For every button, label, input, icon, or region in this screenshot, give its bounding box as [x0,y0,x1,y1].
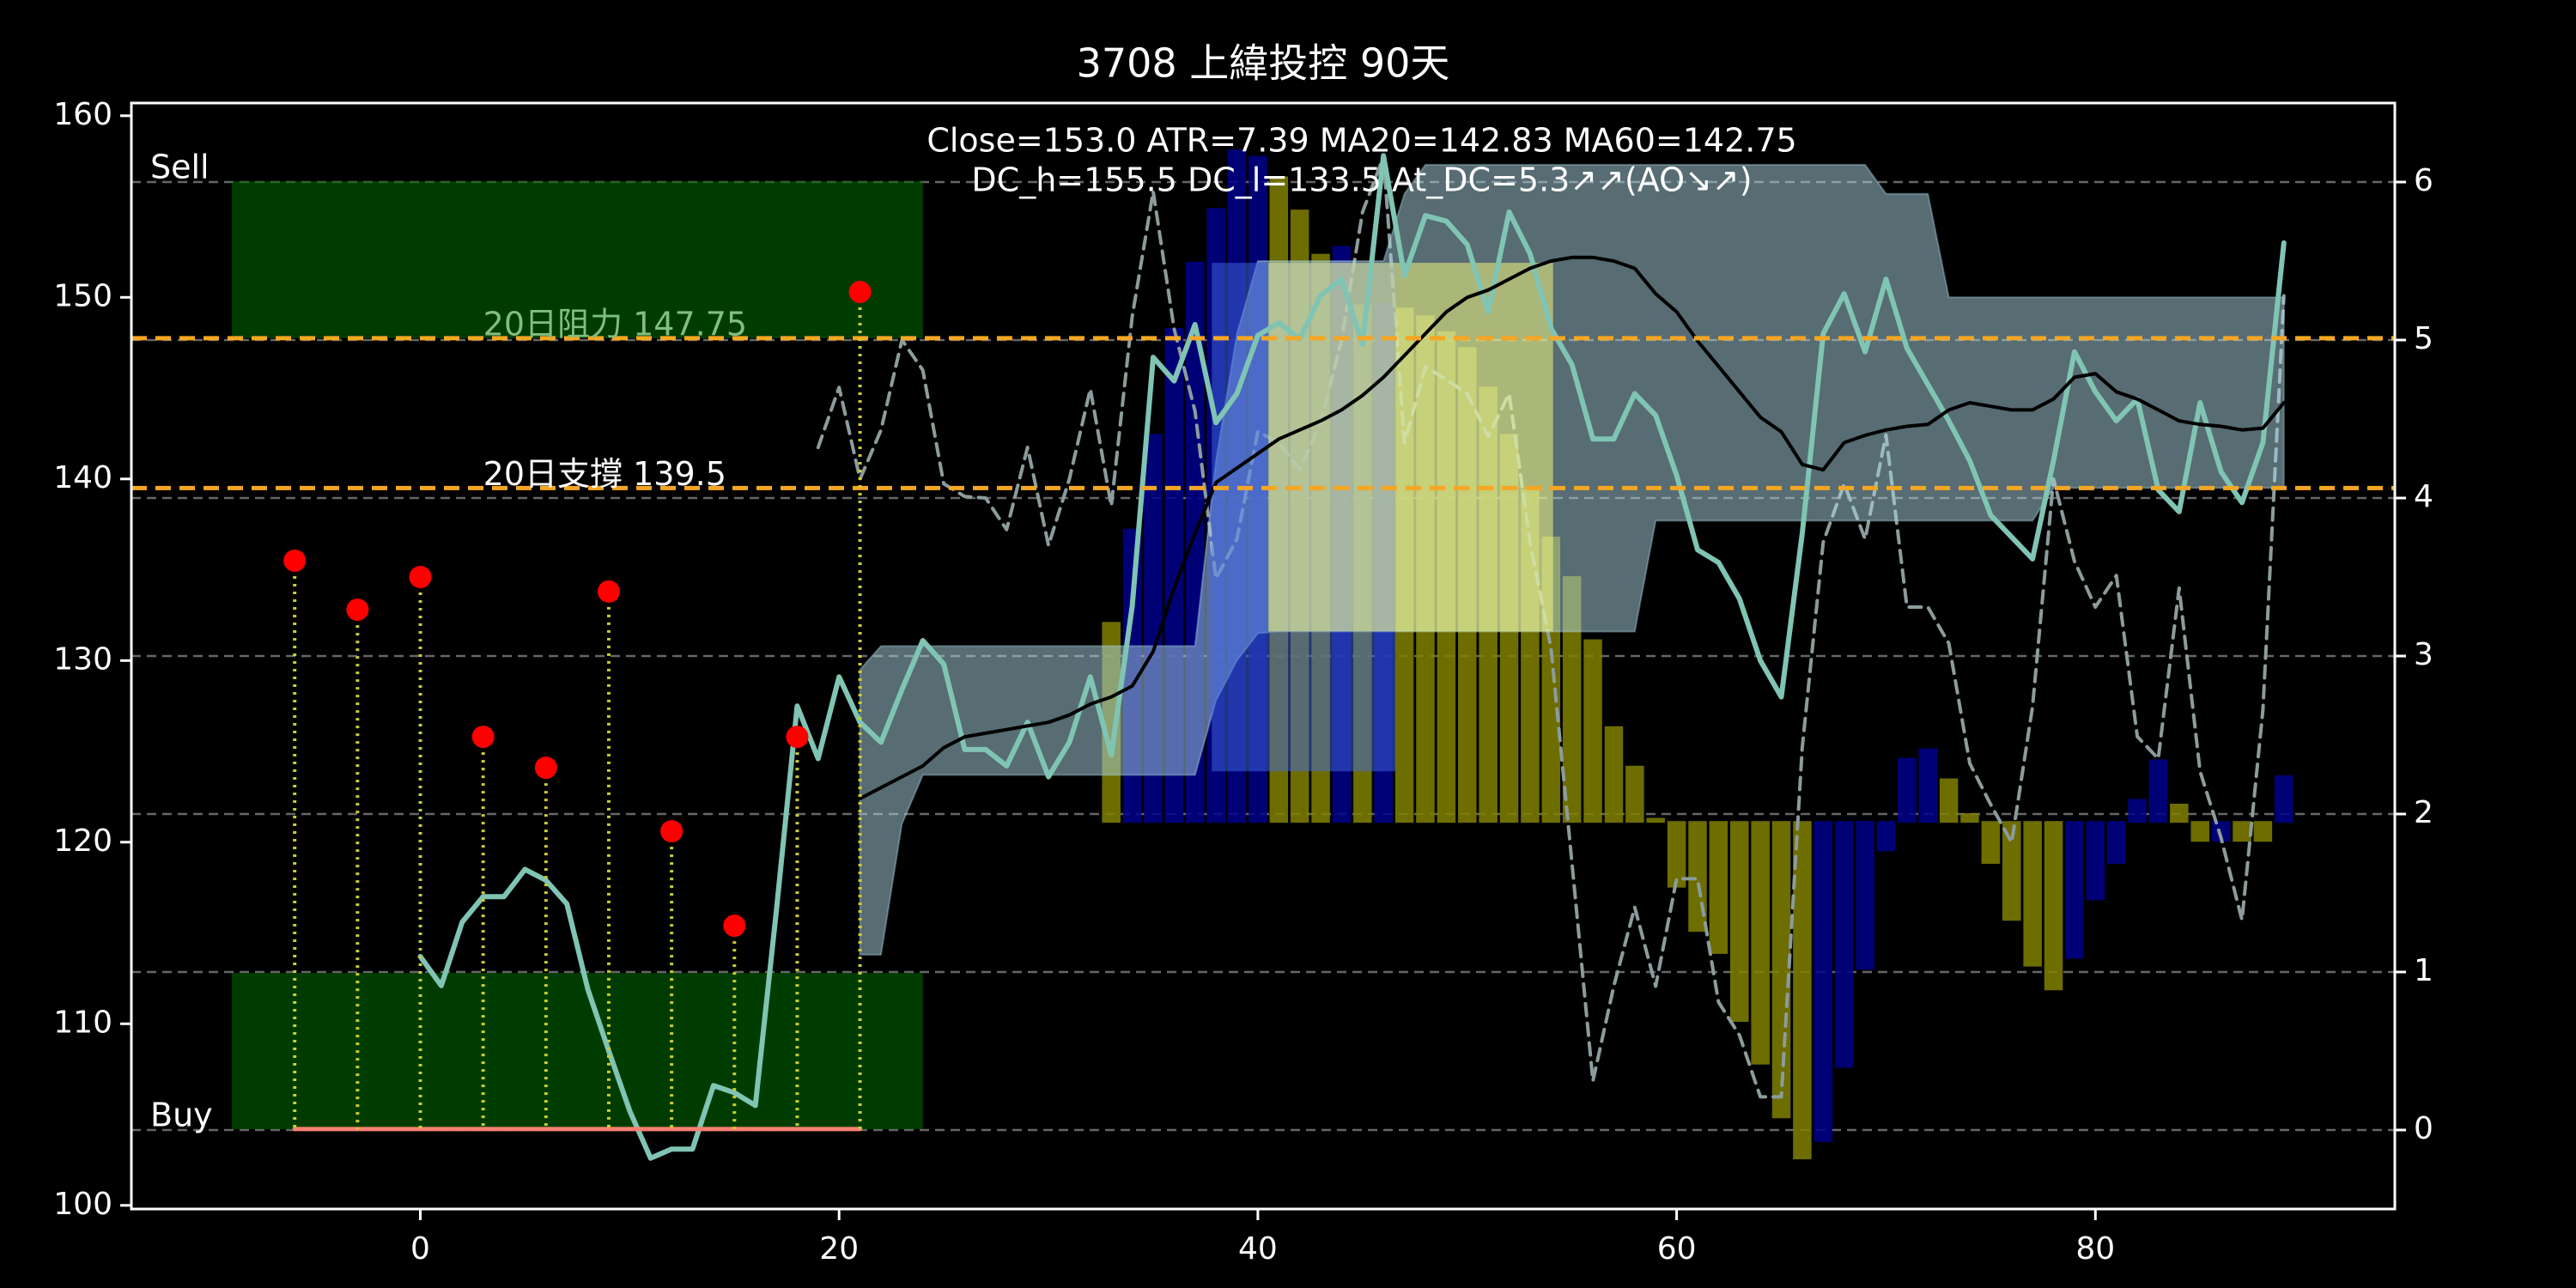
y2-tick-label: 2 [2414,795,2433,830]
line-series [417,153,2287,1161]
x-tick-label: 80 [2075,1231,2115,1267]
y2-tick-label: 3 [2414,637,2433,672]
zone [232,180,923,338]
bar [2086,821,2105,901]
bar [1876,821,1896,852]
bar [1583,639,1602,823]
bar [2044,821,2063,991]
bar [2106,821,2126,865]
y-tick-label: 160 [53,97,112,132]
level-label: 20日阻力 147.75 [483,305,747,343]
bar [1751,821,1770,1065]
zone-label: Sell [150,148,210,185]
x-tick-label: 0 [410,1231,430,1267]
bar [1730,821,1749,1023]
bar [2128,799,2147,823]
zone-label: Buy [150,1096,213,1133]
bar [1834,821,1854,1068]
annotation: DC_h=155.5 DC_l=133.5 At_DC=5.3↗↗(AO↘↗) [971,161,1752,199]
bar [1709,821,1728,954]
bar [2253,821,2273,842]
bar [2148,759,2168,823]
y2-tick-label: 0 [2414,1111,2433,1146]
y-tick-label: 140 [53,460,112,495]
bar [1856,821,1874,970]
y2-tick-label: 1 [2414,953,2433,988]
level-label: 20日支撐 139.5 [483,455,726,493]
bar [2233,821,2251,842]
peak-dot [597,580,620,603]
peak-dot [346,598,369,622]
x-tick-label: 20 [819,1231,859,1267]
bar [2170,803,2189,823]
x-tick-label: 60 [1657,1231,1697,1267]
peak-dot [283,549,307,572]
line-series [816,155,2286,1099]
bar [1814,821,1833,1142]
bar [1625,765,1644,823]
bar [2023,821,2042,967]
peak-dot [786,726,809,749]
bar [1981,821,2001,865]
bar [2190,821,2209,842]
zone [232,973,923,1129]
x-tick-label: 40 [1238,1231,1278,1267]
y-tick-label: 110 [53,1005,112,1040]
peak-dot [471,726,495,749]
bar [1960,813,1979,823]
bar [2002,821,2021,921]
y-tick-label: 100 [53,1187,112,1222]
annotation: Close=153.0 ATR=7.39 MA20=142.83 MA60=14… [927,122,1796,160]
chart-title: 3708 上緯投控 90天 [1077,40,1450,87]
y2-tick-label: 4 [2414,479,2433,514]
bar [1793,821,1812,1160]
y2-tick-label: 5 [2414,321,2433,356]
peak-dot [660,820,683,843]
peak-dot [848,280,872,303]
bar [2275,775,2293,823]
line-series [858,255,2286,800]
bar [1646,817,1665,823]
bar [1667,821,1686,888]
y-tick-label: 120 [53,823,112,859]
bar [1898,757,1917,823]
bar [1604,726,1624,823]
bar [2065,821,2084,959]
y2-tick-label: 6 [2414,163,2433,198]
box [1268,263,1553,632]
peak-dot [534,756,557,780]
y-tick-label: 130 [53,641,112,677]
peak-dot [409,566,432,588]
peak-dot [723,914,746,938]
y-tick-label: 150 [53,278,112,313]
bar [1918,748,1937,823]
bar [1939,778,1959,823]
